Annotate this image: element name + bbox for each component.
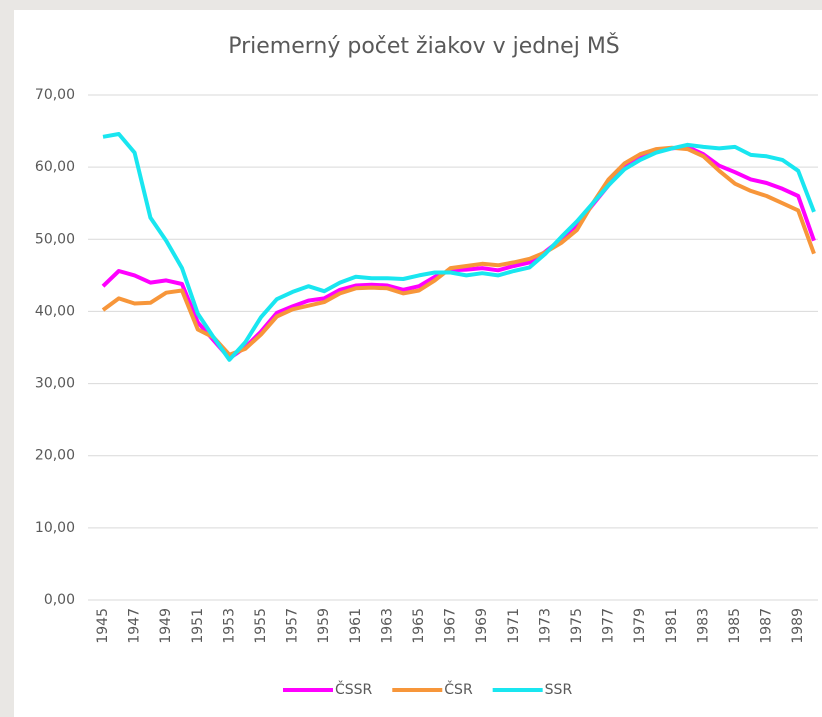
legend-label: SSR	[545, 682, 573, 698]
chart-area	[14, 10, 822, 717]
x-tick-label: 1969	[474, 608, 490, 644]
legend-label: ČSR	[444, 680, 473, 698]
x-tick-label: 1975	[569, 608, 585, 644]
y-tick-label: 70,00	[35, 87, 75, 103]
x-tick-label: 1947	[127, 608, 143, 644]
y-tick-label: 30,00	[35, 376, 75, 392]
y-tick-label: 10,00	[35, 520, 75, 536]
x-tick-label: 1953	[221, 608, 237, 644]
x-tick-label: 1945	[95, 608, 111, 644]
x-tick-label: 1963	[379, 608, 395, 644]
x-tick-label: 1973	[537, 608, 553, 644]
y-tick-label: 50,00	[35, 231, 75, 247]
x-tick-label: 1979	[632, 608, 648, 644]
x-tick-label: 1967	[443, 608, 459, 644]
y-tick-label: 40,00	[35, 303, 75, 319]
y-tick-label: 0,00	[44, 592, 75, 608]
chart-title: Priemerný počet žiakov v jednej MŠ	[228, 33, 620, 59]
x-tick-label: 1987	[759, 608, 775, 644]
x-tick-label: 1981	[664, 608, 680, 644]
x-tick-label: 1989	[790, 608, 806, 644]
x-tick-label: 1961	[348, 608, 364, 644]
x-tick-label: 1949	[158, 608, 174, 644]
series-line	[102, 132, 816, 362]
x-tick-label: 1959	[316, 608, 332, 644]
x-tick-label: 1951	[190, 608, 206, 644]
x-tick-label: 1965	[411, 608, 427, 644]
x-tick-label: 1957	[285, 608, 301, 644]
legend-label: ČSSR	[335, 680, 373, 698]
x-tick-label: 1971	[506, 608, 522, 644]
x-tick-label: 1955	[253, 608, 269, 644]
x-tick-label: 1983	[695, 608, 711, 644]
y-tick-label: 60,00	[35, 159, 75, 175]
y-tick-label: 20,00	[35, 448, 75, 464]
x-tick-label: 1977	[601, 608, 617, 644]
x-tick-label: 1985	[727, 608, 743, 644]
